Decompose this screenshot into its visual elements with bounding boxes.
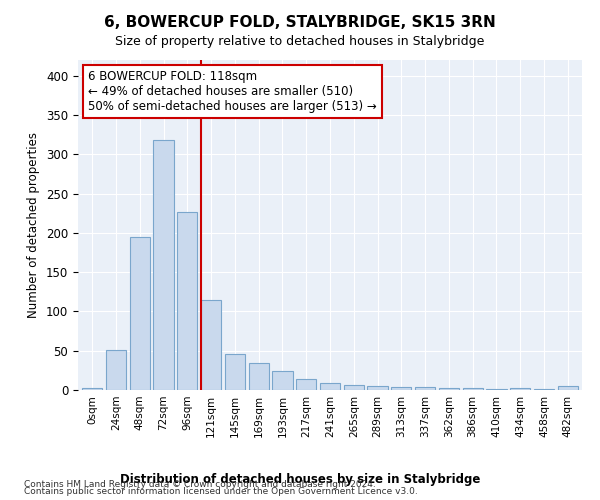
Bar	[225, 354, 245, 390]
Bar	[391, 387, 412, 390]
Bar	[154, 140, 173, 390]
Bar	[534, 389, 554, 390]
Bar	[296, 379, 316, 390]
Text: 6, BOWERCUP FOLD, STALYBRIDGE, SK15 3RN: 6, BOWERCUP FOLD, STALYBRIDGE, SK15 3RN	[104, 15, 496, 30]
Bar	[248, 362, 269, 390]
Bar	[320, 383, 340, 390]
Text: Contains public sector information licensed under the Open Government Licence v3: Contains public sector information licen…	[24, 487, 418, 496]
Text: 6 BOWERCUP FOLD: 118sqm
← 49% of detached houses are smaller (510)
50% of semi-d: 6 BOWERCUP FOLD: 118sqm ← 49% of detache…	[88, 70, 377, 113]
Bar	[344, 386, 364, 390]
Bar	[130, 237, 150, 390]
Bar	[82, 388, 103, 390]
Bar	[106, 350, 126, 390]
Bar	[272, 371, 293, 390]
Bar	[557, 386, 578, 390]
Y-axis label: Number of detached properties: Number of detached properties	[28, 132, 40, 318]
Bar	[201, 300, 221, 390]
Bar	[510, 388, 530, 390]
Text: Size of property relative to detached houses in Stalybridge: Size of property relative to detached ho…	[115, 35, 485, 48]
Bar	[367, 386, 388, 390]
Bar	[463, 388, 483, 390]
Bar	[439, 388, 459, 390]
Bar	[487, 389, 506, 390]
Bar	[177, 212, 197, 390]
Text: Distribution of detached houses by size in Stalybridge: Distribution of detached houses by size …	[120, 472, 480, 486]
Text: Contains HM Land Registry data © Crown copyright and database right 2024.: Contains HM Land Registry data © Crown c…	[24, 480, 376, 489]
Bar	[415, 387, 435, 390]
